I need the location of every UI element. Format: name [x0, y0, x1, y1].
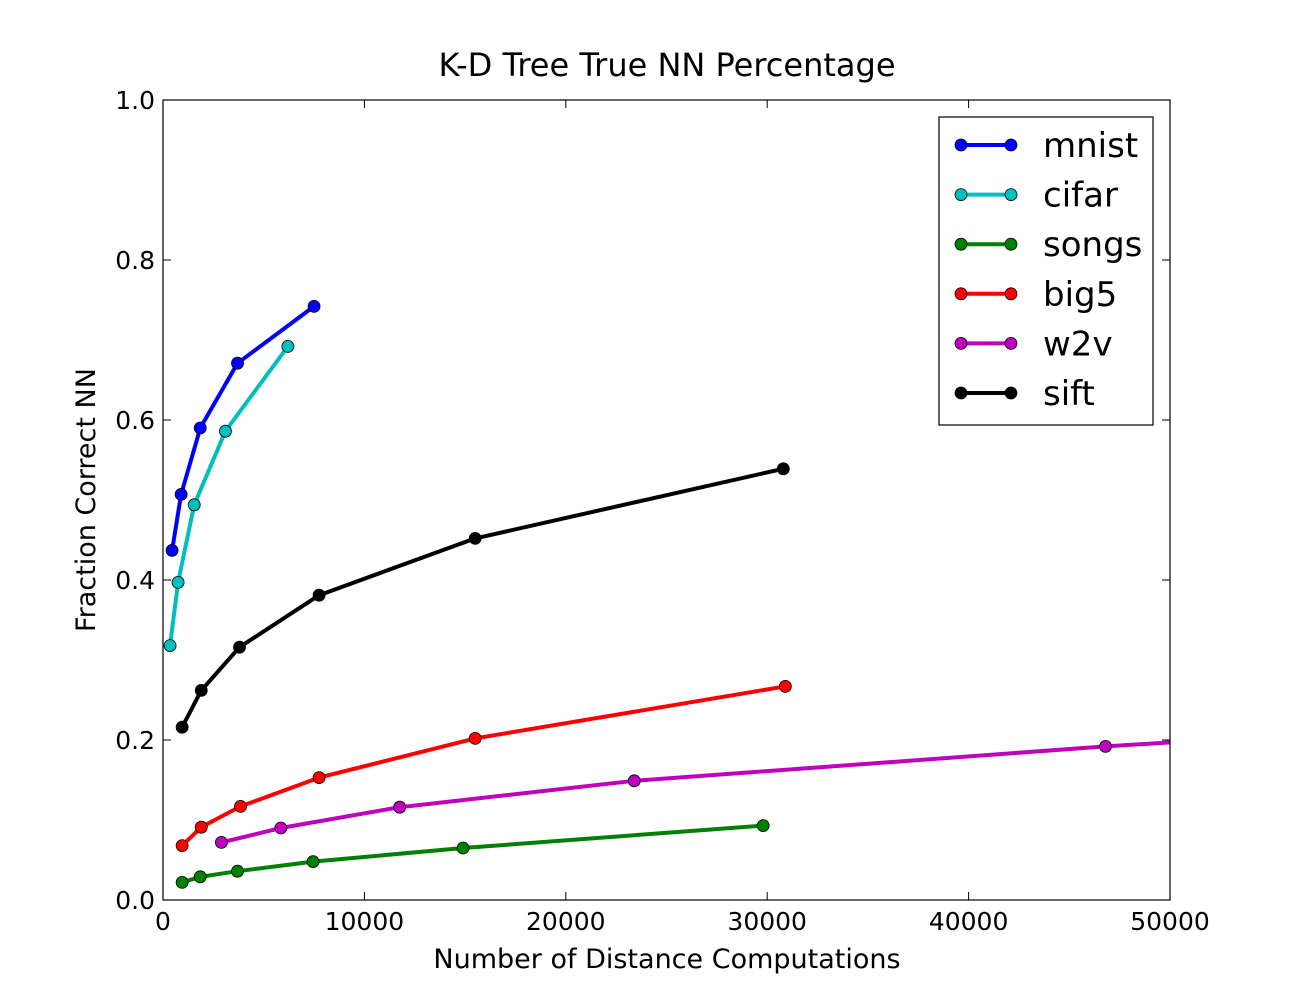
data-point	[175, 839, 189, 852]
series-cifar	[163, 339, 295, 652]
data-point	[312, 771, 326, 784]
y-tick-label: 0.0	[115, 886, 155, 915]
data-point	[175, 876, 189, 889]
data-point	[215, 836, 228, 849]
data-point	[627, 774, 641, 788]
data-point	[306, 855, 320, 868]
data-point	[175, 720, 189, 734]
legend-marker	[954, 188, 968, 202]
data-point	[231, 356, 244, 370]
legend-item-songs: songs	[954, 225, 1142, 265]
legend-label: cifar	[1043, 176, 1118, 216]
x-tick-label: 30000	[727, 907, 807, 936]
data-point	[174, 487, 188, 501]
data-point	[187, 498, 201, 512]
legend-label: sift	[1043, 374, 1095, 414]
legend-marker	[1004, 287, 1018, 301]
y-tick-label: 0.4	[115, 566, 155, 595]
data-point	[393, 800, 407, 814]
legend-marker	[954, 138, 968, 152]
plot-frame	[162, 99, 1171, 901]
data-point	[1099, 740, 1112, 753]
legend-marker	[1004, 138, 1018, 152]
y-axis-label: Fraction Correct NN	[71, 368, 102, 632]
series-mnist	[165, 299, 321, 557]
data-point	[234, 800, 247, 813]
legend-item-w2v: w2v	[954, 324, 1113, 364]
y-tick-label: 0.2	[115, 726, 155, 755]
x-tick-label: 10000	[325, 907, 405, 936]
data-point	[163, 639, 177, 652]
y-tick-label: 0.6	[115, 406, 155, 435]
x-tick-label: 20000	[526, 907, 606, 936]
legend-marker	[954, 287, 968, 301]
data-point	[281, 339, 295, 353]
x-tick-label: 40000	[929, 907, 1009, 936]
legend-marker	[1004, 336, 1018, 350]
data-point	[219, 424, 232, 438]
legend-marker	[954, 336, 968, 350]
legend-marker	[954, 237, 968, 251]
legend-marker	[1004, 386, 1018, 400]
legend-marker	[954, 386, 968, 400]
data-point	[307, 299, 321, 313]
data-point	[312, 588, 326, 602]
legend-item-cifar: cifar	[954, 176, 1118, 216]
data-point	[468, 532, 482, 545]
data-point	[778, 680, 792, 693]
y-tick-label: 1.0	[115, 86, 155, 115]
series-line	[220, 740, 1171, 845]
y-tick-label: 0.8	[115, 246, 155, 275]
x-tick-label: 50000	[1130, 907, 1210, 936]
data-point	[193, 421, 207, 435]
legend-item-big5: big5	[954, 275, 1117, 315]
data-point	[456, 841, 470, 855]
data-point	[193, 870, 207, 884]
data-point	[776, 462, 790, 476]
legend-item-sift: sift	[954, 374, 1095, 414]
x-tick-label: 0	[155, 907, 171, 936]
data-point	[468, 732, 482, 745]
data-point	[233, 640, 246, 654]
series-w2v	[215, 740, 1171, 849]
axis-ticks: 0 10000 20000 30000 40000 50000 0.0 0.2 0.4 0.6 0.…	[115, 86, 1210, 936]
legend: mnist cifar songs big5 w2v sift	[938, 116, 1154, 426]
legend-label: mnist	[1043, 126, 1138, 166]
series-songs	[175, 819, 770, 889]
x-axis-label: Number of Distance Computations	[433, 944, 900, 975]
series-big5	[175, 680, 792, 852]
data-point	[274, 821, 288, 835]
series-line	[180, 466, 784, 729]
legend-item-mnist: mnist	[954, 126, 1138, 166]
legend-marker	[1004, 237, 1018, 251]
data-point	[171, 576, 185, 589]
data-point	[194, 684, 208, 697]
legend-label: songs	[1043, 225, 1142, 265]
data-point	[756, 819, 770, 832]
data-point	[165, 544, 179, 557]
legend-label: w2v	[1043, 324, 1113, 364]
data-point	[194, 820, 208, 834]
data-point	[231, 864, 244, 878]
legend-frame	[938, 116, 1154, 426]
legend-marker	[1004, 188, 1018, 202]
chart-title: K-D Tree True NN Percentage	[438, 46, 895, 84]
series-sift	[175, 462, 790, 734]
series-lines	[163, 299, 1171, 889]
legend-label: big5	[1043, 275, 1117, 315]
